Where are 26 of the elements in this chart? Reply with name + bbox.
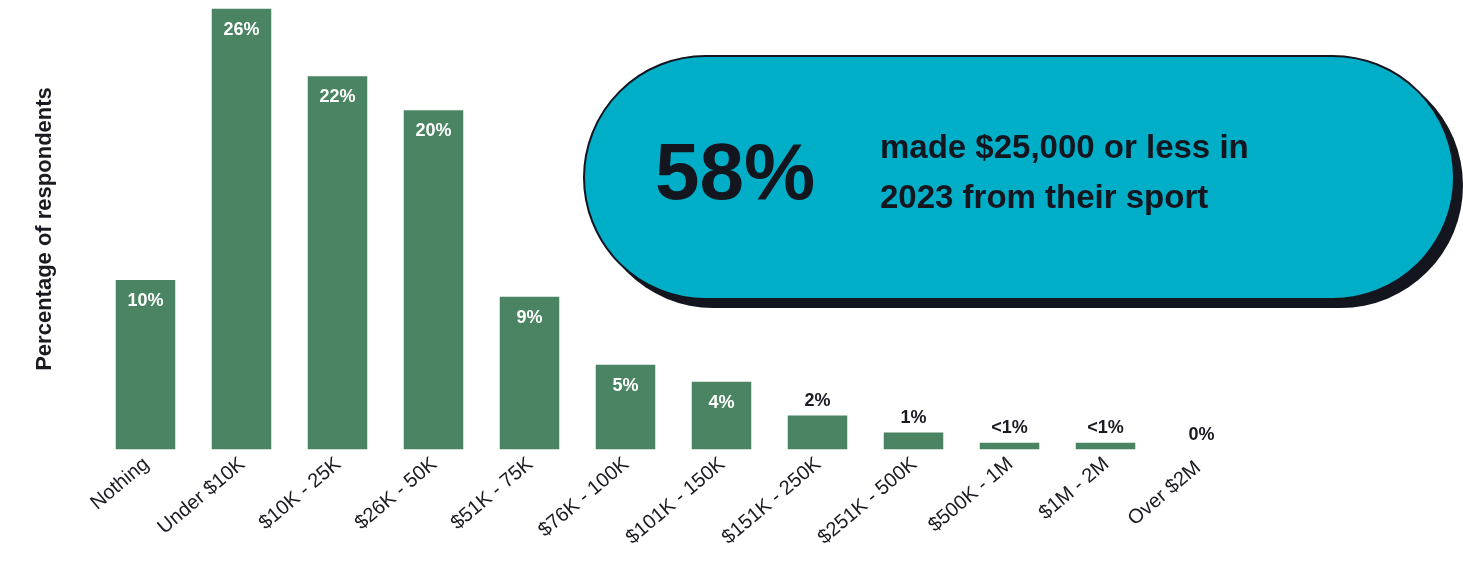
data-label: 26%	[223, 18, 260, 39]
bar	[787, 415, 848, 450]
y-axis-title: Percentage of respondents	[30, 87, 56, 371]
data-label: 9%	[516, 306, 543, 327]
bar	[115, 279, 176, 450]
data-label: 4%	[708, 391, 735, 412]
bar	[403, 110, 464, 450]
data-label: <1%	[1087, 416, 1124, 437]
data-label: 2%	[804, 389, 831, 410]
bar	[211, 8, 272, 450]
data-label: 0%	[1188, 423, 1215, 444]
bar	[595, 364, 656, 450]
data-label: 5%	[612, 374, 639, 395]
data-label: <1%	[991, 416, 1028, 437]
bar	[499, 296, 560, 450]
bar	[883, 432, 944, 450]
annotation: 58%	[655, 127, 816, 217]
data-label: 1%	[900, 406, 927, 427]
annotation: made $25,000 or less in 2023 from their sport	[880, 127, 1249, 217]
bar	[691, 381, 752, 450]
x-tick-label: $1M - 2M	[1033, 452, 1113, 524]
data-label: 22%	[319, 86, 356, 107]
x-tick-label: Over $2M	[1123, 455, 1205, 530]
data-label: 20%	[415, 120, 452, 141]
data-label: 10%	[127, 289, 164, 310]
bar	[307, 76, 368, 450]
